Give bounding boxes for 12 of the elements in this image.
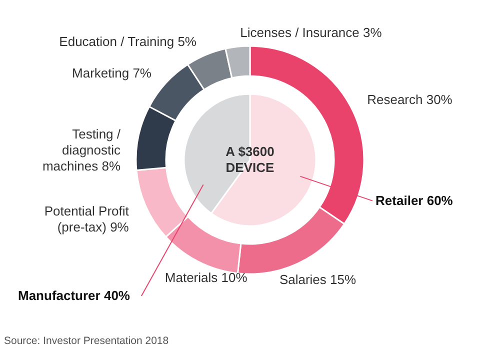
slice-label: Licenses / Insurance 3%	[240, 24, 382, 40]
slice-label: Research 30%	[367, 92, 453, 108]
slice-label: Marketing 7%	[72, 66, 152, 81]
slice-label: Manufacturer 40%	[18, 288, 130, 303]
slice-label: Education / Training 5%	[59, 34, 197, 49]
slice-label: Salaries 15%	[279, 272, 356, 288]
slice-label: Potential Profit (pre-tax) 9%	[44, 204, 130, 235]
slice-label: Materials 10%	[164, 270, 248, 286]
text: A $3600 DEVICE	[226, 144, 275, 175]
source-note: Source: Investor Presentation 2018	[4, 335, 169, 347]
slice-label: Testing / diagnostic machines 8%	[42, 126, 122, 174]
slice-label: Retailer 60%	[376, 192, 454, 208]
